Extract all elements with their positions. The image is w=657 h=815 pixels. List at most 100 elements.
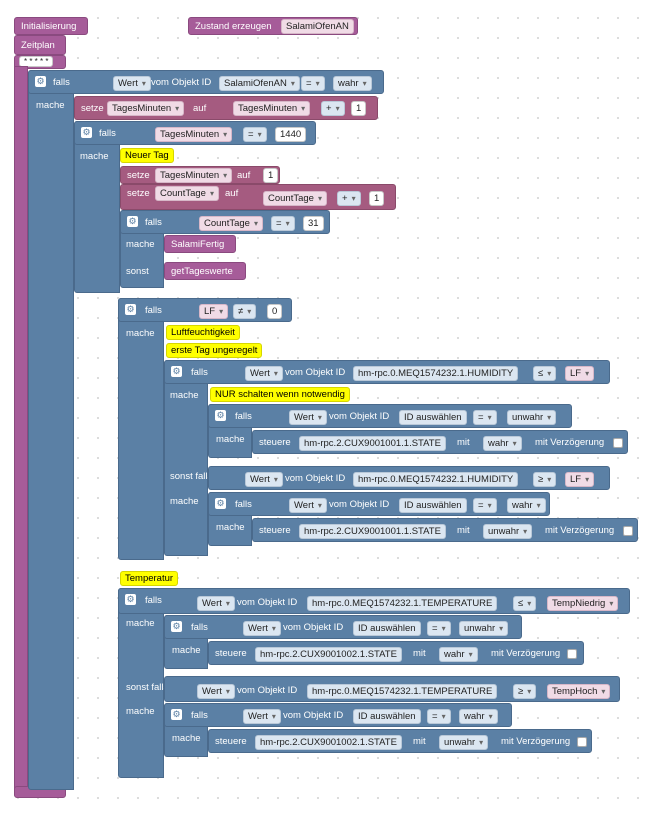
if-idselect-4-header[interactable]: ⚙ falls Wert vom Objekt ID ID auswählen … [164,703,512,727]
control-state1-false[interactable]: steuere hm-rpc.2.CUX9001001.1.STATE mit … [252,430,628,454]
id-select[interactable]: ID auswählen [399,410,467,425]
if-tagesminuten-header[interactable]: ⚙ falls TagesMinuten = 1440 [74,121,316,145]
var-tagesminuten[interactable]: TagesMinuten [155,127,233,142]
num-one[interactable]: 1 [263,168,279,183]
event-zeitplan[interactable]: Zeitplan [14,35,66,55]
value-dropdown[interactable]: Wert [197,596,235,611]
comment-temperatur[interactable]: Temperatur [120,571,179,586]
if-humidity[interactable] [164,360,208,556]
elseif-temp[interactable]: Wert vom Objekt ID hm-rpc.0.MEQ1574232.1… [164,676,620,702]
bool-value[interactable]: wahr [507,498,546,513]
var-tagesminuten-get[interactable]: TagesMinuten [233,101,311,116]
event-initialisierung[interactable]: Initialisierung [14,17,88,35]
if-counttage-header[interactable]: ⚙ falls CountTage = 31 [120,210,330,234]
object-temperature[interactable]: hm-rpc.0.MEQ1574232.1.TEMPERATURE [307,596,498,611]
gear-icon[interactable]: ⚙ [35,76,46,87]
var-counttage-get[interactable]: CountTage [263,191,327,206]
gear-icon[interactable]: ⚙ [171,621,182,632]
object-humidity[interactable]: hm-rpc.0.MEQ1574232.1.HUMIDITY [353,472,519,487]
set-counttage[interactable]: setze CountTage auf CountTage + 1 [120,184,396,210]
compare-op[interactable]: = [271,216,295,231]
compare-op[interactable]: = [473,498,497,513]
bool-value[interactable]: wahr [483,436,522,451]
compare-op[interactable]: = [301,76,325,91]
id-select[interactable]: ID auswählen [399,498,467,513]
gear-icon[interactable]: ⚙ [81,127,92,138]
if-idselect-3-header[interactable]: ⚙ falls Wert vom Objekt ID ID auswählen … [164,615,522,639]
call-gettageswerte[interactable]: getTageswerte [164,262,246,280]
gear-icon[interactable]: ⚙ [125,304,136,315]
gear-icon[interactable]: ⚙ [125,594,136,605]
comment-nur-schalten[interactable]: NUR schalten wenn notwendig [210,387,350,402]
bool-value[interactable]: wahr [459,709,498,724]
delay-checkbox[interactable] [623,526,633,536]
delay-checkbox[interactable] [613,438,623,448]
compare-op[interactable]: = [243,127,267,142]
compare-ge[interactable]: ≥ [513,684,537,699]
var-temphoch[interactable]: TempHoch [547,684,611,699]
compare-le[interactable]: ≤ [513,596,537,611]
gear-icon[interactable]: ⚙ [215,410,226,421]
elseif-humidity[interactable]: Wert vom Objekt ID hm-rpc.0.MEQ1574232.1… [208,466,610,490]
value-dropdown[interactable]: Wert [243,709,281,724]
control-state1-true[interactable]: steuere hm-rpc.2.CUX9001001.1.STATE mit … [252,518,638,542]
num-1440[interactable]: 1440 [275,127,307,142]
var-counttage[interactable]: CountTage [155,186,219,201]
if-tagesminuten[interactable] [74,121,120,293]
if-lf[interactable] [118,298,164,560]
comment-luftfeuchtigkeit[interactable]: Luftfeuchtigkeit [166,325,240,340]
id-select[interactable]: ID auswählen [353,621,421,636]
delay-checkbox[interactable] [567,649,577,659]
comment-erste-tag[interactable]: erste Tag ungeregelt [166,343,263,358]
create-state-block[interactable]: Zustand erzeugen SalamiOfenAN [188,17,358,35]
compare-op[interactable]: = [427,709,451,724]
value-dropdown[interactable]: Wert [289,498,327,513]
num-one[interactable]: 1 [369,191,385,206]
var-lf[interactable]: LF [199,304,229,319]
compare-neq[interactable]: ≠ [233,304,257,319]
if-lf-header[interactable]: ⚙ falls LF ≠ 0 [118,298,292,322]
num-zero[interactable]: 0 [267,304,283,319]
plus-op[interactable]: + [337,191,361,206]
bool-value[interactable]: unwahr [483,524,533,539]
control-state2-true[interactable]: steuere hm-rpc.2.CUX9001002.1.STATE mit … [208,641,584,665]
if-salami-block[interactable] [28,70,74,790]
bool-value[interactable]: unwahr [439,735,489,750]
value-dropdown[interactable]: Wert [243,621,281,636]
value-dropdown[interactable]: Wert [245,366,283,381]
if-idselect-2-header[interactable]: ⚙ falls Wert vom Objekt ID ID auswählen … [208,492,550,516]
bool-value[interactable]: unwahr [459,621,509,636]
if-humidity-header[interactable]: ⚙ falls Wert vom Objekt ID hm-rpc.0.MEQ1… [164,360,610,384]
value-dropdown[interactable]: Wert [289,410,327,425]
var-tagesminuten[interactable]: TagesMinuten [155,168,233,183]
if-idselect-1-header[interactable]: ⚙ falls Wert vom Objekt ID ID auswählen … [208,404,572,428]
bool-value[interactable]: wahr [439,647,478,662]
id-select[interactable]: ID auswählen [353,709,421,724]
delay-checkbox[interactable] [577,737,587,747]
schedule-value[interactable]: * * * * * [19,56,54,67]
object-state1[interactable]: hm-rpc.2.CUX9001001.1.STATE [299,524,446,539]
gear-icon[interactable]: ⚙ [127,216,138,227]
object-humidity[interactable]: hm-rpc.0.MEQ1574232.1.HUMIDITY [353,366,519,381]
plus-op[interactable]: + [321,101,345,116]
value-dropdown[interactable]: Wert [197,684,235,699]
num-31[interactable]: 31 [303,216,324,231]
object-state2[interactable]: hm-rpc.2.CUX9001002.1.STATE [255,735,402,750]
var-counttage[interactable]: CountTage [199,216,263,231]
compare-op[interactable]: = [427,621,451,636]
gear-icon[interactable]: ⚙ [215,498,226,509]
state-name-field[interactable]: SalamiOfenAN [281,19,354,34]
object-salami[interactable]: SalamiOfenAN [219,76,300,91]
value-dropdown[interactable]: Wert [113,76,151,91]
compare-ge[interactable]: ≥ [533,472,557,487]
num-one[interactable]: 1 [351,101,367,116]
var-tempniedrig[interactable]: TempNiedrig [547,596,619,611]
var-lf[interactable]: LF [565,366,595,381]
bool-value[interactable]: wahr [333,76,372,91]
control-state2-false[interactable]: steuere hm-rpc.2.CUX9001002.1.STATE mit … [208,729,592,753]
object-state1[interactable]: hm-rpc.2.CUX9001001.1.STATE [299,436,446,451]
gear-icon[interactable]: ⚙ [171,709,182,720]
call-salamifertig[interactable]: SalamiFertig [164,235,236,253]
var-lf[interactable]: LF [565,472,595,487]
value-dropdown[interactable]: Wert [245,472,283,487]
